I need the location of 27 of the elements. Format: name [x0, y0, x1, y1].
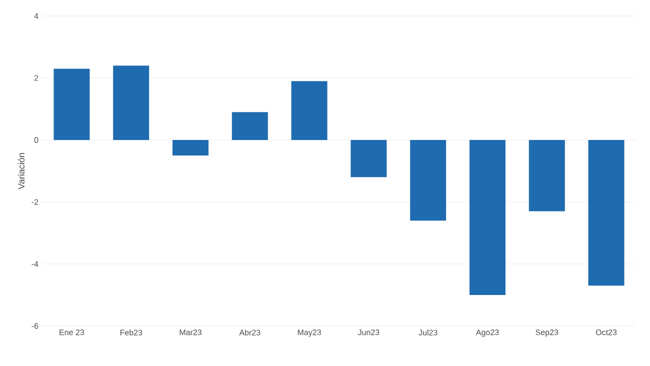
y-tick-label: -6 [32, 323, 38, 329]
x-tick-label: Feb23 [120, 330, 142, 336]
x-tick-label: May23 [298, 330, 321, 337]
y-tick-label: 4 [34, 13, 38, 19]
x-tick-label: Mar23 [180, 330, 202, 336]
x-tick-label: Jul23 [418, 330, 438, 336]
y-tick-label: 0 [34, 137, 38, 143]
x-tick-label: Ago23 [476, 330, 499, 337]
bar [291, 81, 328, 140]
bar [232, 112, 268, 140]
y-tick-label: 2 [34, 75, 38, 81]
x-tick-label: Abr23 [239, 330, 260, 336]
y-tick-label: -4 [32, 261, 38, 267]
y-tick-label: -2 [32, 199, 38, 205]
bar [113, 66, 150, 140]
bar [350, 140, 387, 178]
bar [588, 140, 624, 286]
bar [528, 140, 565, 212]
bar [410, 140, 446, 221]
bar [54, 68, 90, 140]
y-axis-title: Variación [18, 153, 25, 190]
x-tick-label: Ene 23 [60, 330, 84, 336]
bar [172, 140, 209, 156]
x-tick-label: Jun23 [358, 330, 380, 336]
bar [469, 140, 506, 295]
x-tick-label: Oct23 [596, 330, 617, 336]
x-tick-label: Sep23 [536, 330, 558, 337]
